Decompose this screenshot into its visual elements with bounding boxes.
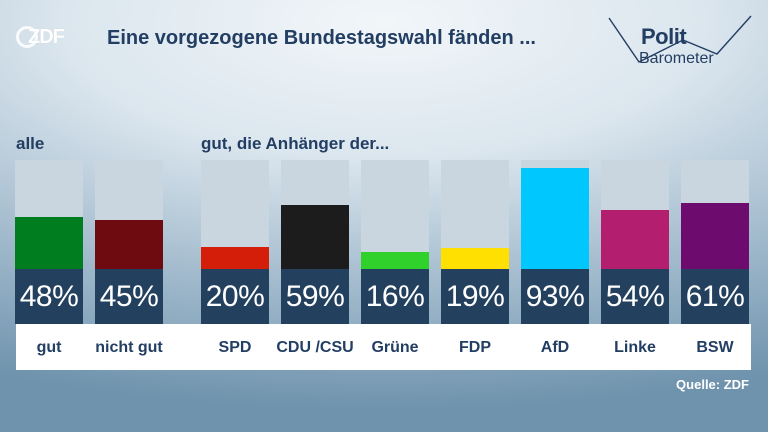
bar-column [601, 160, 669, 269]
value-label: 54% [601, 269, 669, 324]
bar [681, 203, 749, 269]
value-label: 59% [281, 269, 349, 324]
politbarometer-zigzag-icon [608, 15, 752, 63]
value-label: 61% [681, 269, 749, 324]
value-label: 45% [95, 269, 163, 324]
category-label: gut [36, 338, 62, 356]
category-label: BSW [696, 338, 734, 356]
chart-title: Eine vorgezogene Bundestagswahl fänden .… [107, 27, 536, 49]
value-label: 16% [361, 269, 429, 324]
bar-track [681, 160, 749, 269]
bar [601, 210, 669, 269]
value-label: 48% [15, 269, 83, 324]
bar-track [201, 160, 269, 269]
bar [521, 168, 589, 269]
category-label: nicht gut [95, 338, 163, 356]
group-label-alle: alle [16, 134, 45, 153]
bar-column [15, 160, 83, 269]
bar-column [201, 160, 269, 269]
bar-column [521, 160, 589, 269]
source-note: Quelle: ZDF [676, 377, 749, 392]
category-label: Linke [614, 338, 656, 356]
bar [281, 205, 349, 269]
brand-line1: Polit [641, 24, 687, 49]
zdf-ring-icon [16, 26, 38, 48]
category-label: AfD [540, 338, 570, 356]
bar-track [441, 160, 509, 269]
category-label: SPD [218, 338, 252, 356]
zdf-logo: ZDF [16, 24, 65, 50]
bar [441, 248, 509, 269]
bar-track [361, 160, 429, 269]
zdf-logo-text: ZDF [28, 25, 65, 48]
bar-track [521, 160, 589, 269]
bar [361, 252, 429, 269]
category-label: Grüne [371, 338, 419, 356]
bar-track [281, 160, 349, 269]
bar-track [601, 160, 669, 269]
bar [95, 220, 163, 269]
bar-column [95, 160, 163, 269]
bar-track [15, 160, 83, 269]
value-label: 20% [201, 269, 269, 324]
bar [201, 247, 269, 269]
bar-column [681, 160, 749, 269]
value-label: 19% [441, 269, 509, 324]
category-label: CDU /CSU [276, 338, 354, 356]
brand-line2: Barometer [639, 50, 714, 67]
category-label-strip [16, 324, 751, 370]
bar-column [441, 160, 509, 269]
bar-track [95, 160, 163, 269]
bar [15, 217, 83, 269]
politbarometer-logo: Polit Barometer [605, 10, 760, 72]
category-label: FDP [459, 338, 491, 356]
value-label: 93% [521, 269, 589, 324]
bar-column [281, 160, 349, 269]
group-label-parteien: gut, die Anhänger der... [201, 134, 390, 153]
bar-column [361, 160, 429, 269]
